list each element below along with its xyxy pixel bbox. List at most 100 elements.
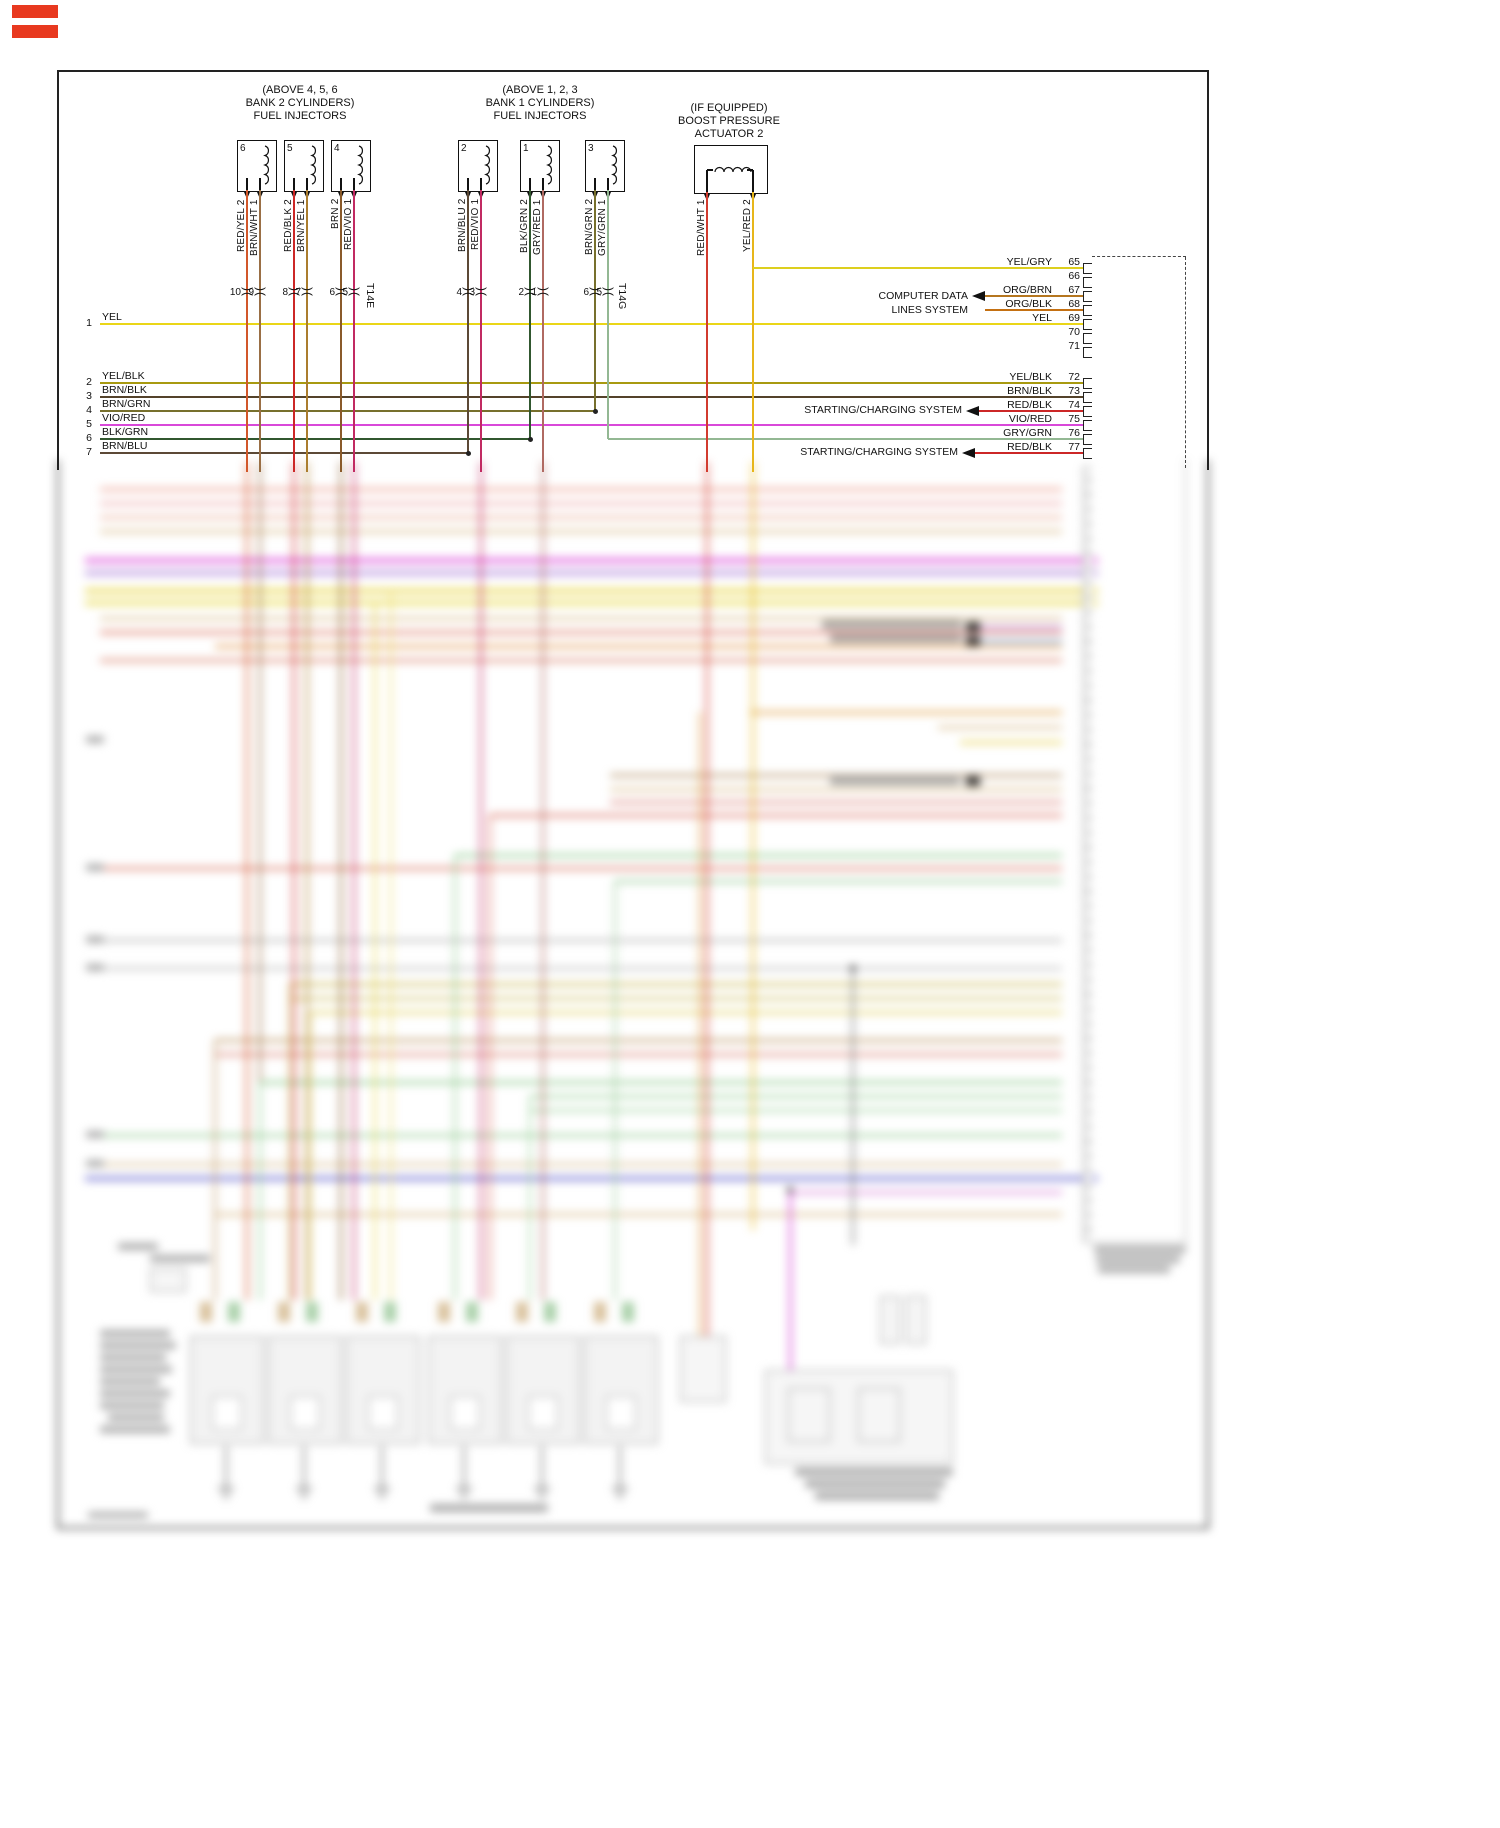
connector-tab xyxy=(438,1302,450,1322)
ground-icon xyxy=(612,1487,628,1489)
page-border xyxy=(57,460,59,1529)
blurred-text xyxy=(100,1402,164,1409)
ecm-pin-terminal xyxy=(1083,746,1092,758)
ecm-pin-terminal xyxy=(1083,731,1092,743)
driver-module-inner xyxy=(290,1396,320,1430)
wire-line xyxy=(542,190,544,472)
driver-module-inner xyxy=(606,1396,636,1430)
circuit-number: 3 xyxy=(86,390,92,402)
blurred-text xyxy=(86,936,104,943)
ecm-pin-terminal xyxy=(1083,716,1092,728)
connector-pin-number: 4 xyxy=(456,287,462,298)
blurred-wire xyxy=(790,1190,1062,1194)
blurred-wire xyxy=(310,1010,1062,1014)
blurred-text xyxy=(86,964,104,971)
ground-icon xyxy=(221,1492,231,1494)
connector-tab xyxy=(384,1302,396,1322)
inline-connector-icon: )( xyxy=(602,287,616,297)
ecm-box-edge xyxy=(1092,1242,1185,1243)
blurred-wire xyxy=(100,1133,1062,1137)
blurred-wire xyxy=(306,462,308,1300)
wire-color-label: RED/WHT 1 xyxy=(696,199,707,256)
bank2-injectors-header: (ABOVE 4, 5, 6 BANK 2 CYLINDERS) FUEL IN… xyxy=(197,84,403,123)
ecm-pin-terminal xyxy=(1083,392,1092,403)
wire-color-label: YEL xyxy=(102,311,122,323)
blurred-text xyxy=(100,1354,166,1361)
wire-line xyxy=(607,190,609,439)
ecm-pin-terminal xyxy=(1083,263,1092,274)
blurred-text xyxy=(86,736,104,743)
ecm-pin-terminal xyxy=(1083,406,1092,417)
header-line: (IF EQUIPPED) xyxy=(690,102,768,114)
blurred-wire xyxy=(85,588,1098,594)
page-border xyxy=(57,1527,1209,1529)
ecm-pin-terminal xyxy=(1083,420,1092,431)
wire-color-label: GRY/RED 1 xyxy=(532,199,543,255)
wire-color-label: YEL/BLK xyxy=(1009,371,1052,383)
wire-color-label: ORG/BLK xyxy=(1005,298,1052,310)
wire-line xyxy=(594,190,596,411)
ecm-box-edge xyxy=(1185,460,1186,1242)
wire-color-label: BRN/GRN 2 xyxy=(584,199,595,256)
ground-icon xyxy=(540,1497,544,1499)
ecm-pin-number: 68 xyxy=(1068,298,1080,310)
system-arrow-icon xyxy=(966,406,979,416)
wire-line xyxy=(100,410,595,412)
blurred-text xyxy=(1098,1266,1170,1273)
blurred-wire xyxy=(215,1212,1062,1216)
ecm-pin-terminal xyxy=(1083,922,1092,934)
wire-color-label: BLK/GRN 2 xyxy=(519,199,530,254)
connector-tab xyxy=(516,1302,528,1322)
corner-mark xyxy=(12,25,58,38)
wire-color-label: VIO/RED xyxy=(102,412,146,424)
connector-tab xyxy=(278,1302,290,1322)
blurred-arrow xyxy=(966,622,980,632)
ecm-pin-terminal xyxy=(1083,569,1092,581)
blurred-wire xyxy=(215,644,1062,648)
blurred-wire xyxy=(610,787,1062,791)
wire-color-label: YEL xyxy=(1032,312,1052,324)
actuator-lead xyxy=(752,170,754,192)
blurred-wire xyxy=(699,712,701,1336)
injector-lead xyxy=(480,178,482,190)
blurred-text xyxy=(100,1330,170,1337)
page-border xyxy=(57,70,1209,72)
ecm-pin-terminal xyxy=(1083,775,1092,787)
wire-color-label: GRY/GRN xyxy=(1003,427,1052,439)
blurred-wire xyxy=(246,462,248,1300)
driver-module-inner xyxy=(450,1396,480,1430)
ground-icon xyxy=(377,1492,387,1494)
inline-connector-icon: )( xyxy=(301,287,315,297)
connector-tab xyxy=(466,1302,478,1322)
wire-color-label: RED/BLK xyxy=(1007,441,1052,453)
ecm-box-edge xyxy=(1185,257,1186,468)
injector-number: 1 xyxy=(523,143,529,154)
ecm-pin-terminal xyxy=(1083,1113,1092,1125)
ecm-pin-terminal xyxy=(1083,467,1092,478)
ground-icon xyxy=(459,1492,469,1494)
wire-color-label: RED/BLK xyxy=(1007,399,1052,411)
fuel-injector-symbol xyxy=(284,140,324,192)
blurred-wire xyxy=(353,462,355,1300)
ecm-pin-number: 73 xyxy=(1068,385,1080,397)
wire-line xyxy=(100,323,1092,325)
blurred-wire xyxy=(614,881,616,1300)
ecm-pin-terminal xyxy=(1083,1143,1092,1155)
blurred-text xyxy=(150,1255,210,1262)
ecm-pin-terminal xyxy=(1083,481,1092,493)
ecm-pin-number: 76 xyxy=(1068,427,1080,439)
ecm-pin-terminal xyxy=(1083,702,1092,714)
driver-module-inner xyxy=(368,1396,398,1430)
component-box xyxy=(880,1296,900,1344)
page-border xyxy=(1207,460,1209,1529)
ecm-pin-terminal xyxy=(1083,849,1092,861)
ecm-pin-terminal xyxy=(1083,434,1092,445)
blurred-wire xyxy=(85,557,1098,563)
blurred-text xyxy=(100,1426,170,1433)
blurred-wire xyxy=(542,462,544,1300)
wire-color-label: BRN/BLK xyxy=(102,384,147,396)
blurred-text xyxy=(795,1468,953,1476)
blurred-wire xyxy=(100,487,1062,491)
